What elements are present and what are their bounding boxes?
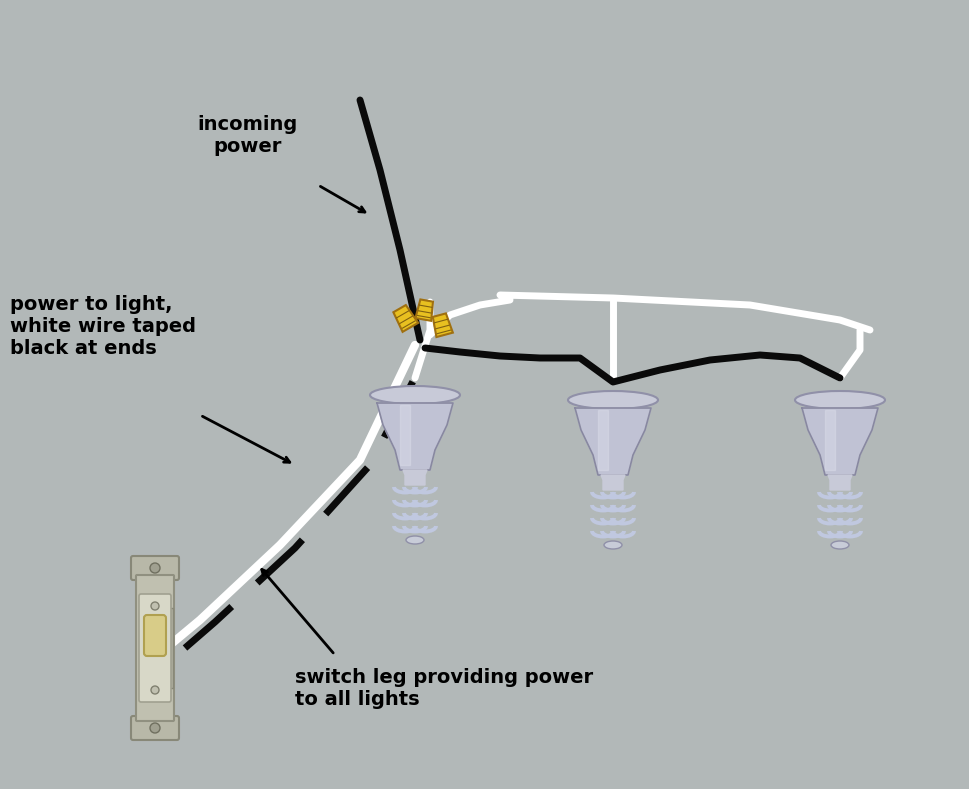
- Ellipse shape: [406, 536, 423, 544]
- Polygon shape: [432, 313, 453, 337]
- FancyBboxPatch shape: [143, 615, 166, 656]
- Polygon shape: [601, 475, 624, 490]
- Text: power to light,
white wire taped
black at ends: power to light, white wire taped black a…: [10, 295, 196, 358]
- Text: incoming
power: incoming power: [198, 115, 297, 156]
- Bar: [144, 608, 153, 688]
- Polygon shape: [597, 410, 608, 470]
- FancyBboxPatch shape: [136, 575, 173, 721]
- Polygon shape: [399, 405, 410, 465]
- Polygon shape: [801, 408, 877, 475]
- Polygon shape: [575, 408, 650, 475]
- FancyBboxPatch shape: [131, 716, 179, 740]
- Circle shape: [151, 686, 159, 694]
- Bar: [165, 608, 172, 688]
- Ellipse shape: [568, 391, 657, 409]
- Ellipse shape: [604, 541, 621, 549]
- Circle shape: [150, 723, 160, 733]
- Circle shape: [150, 563, 160, 573]
- FancyBboxPatch shape: [131, 556, 179, 580]
- Polygon shape: [377, 403, 453, 470]
- FancyBboxPatch shape: [139, 594, 171, 702]
- Ellipse shape: [830, 541, 848, 549]
- Polygon shape: [415, 300, 432, 321]
- Polygon shape: [825, 410, 834, 470]
- Polygon shape: [828, 475, 851, 490]
- Text: switch leg providing power
to all lights: switch leg providing power to all lights: [295, 668, 592, 709]
- Circle shape: [151, 602, 159, 610]
- Ellipse shape: [795, 391, 884, 409]
- Ellipse shape: [369, 386, 459, 404]
- Polygon shape: [393, 305, 418, 332]
- Polygon shape: [402, 470, 426, 485]
